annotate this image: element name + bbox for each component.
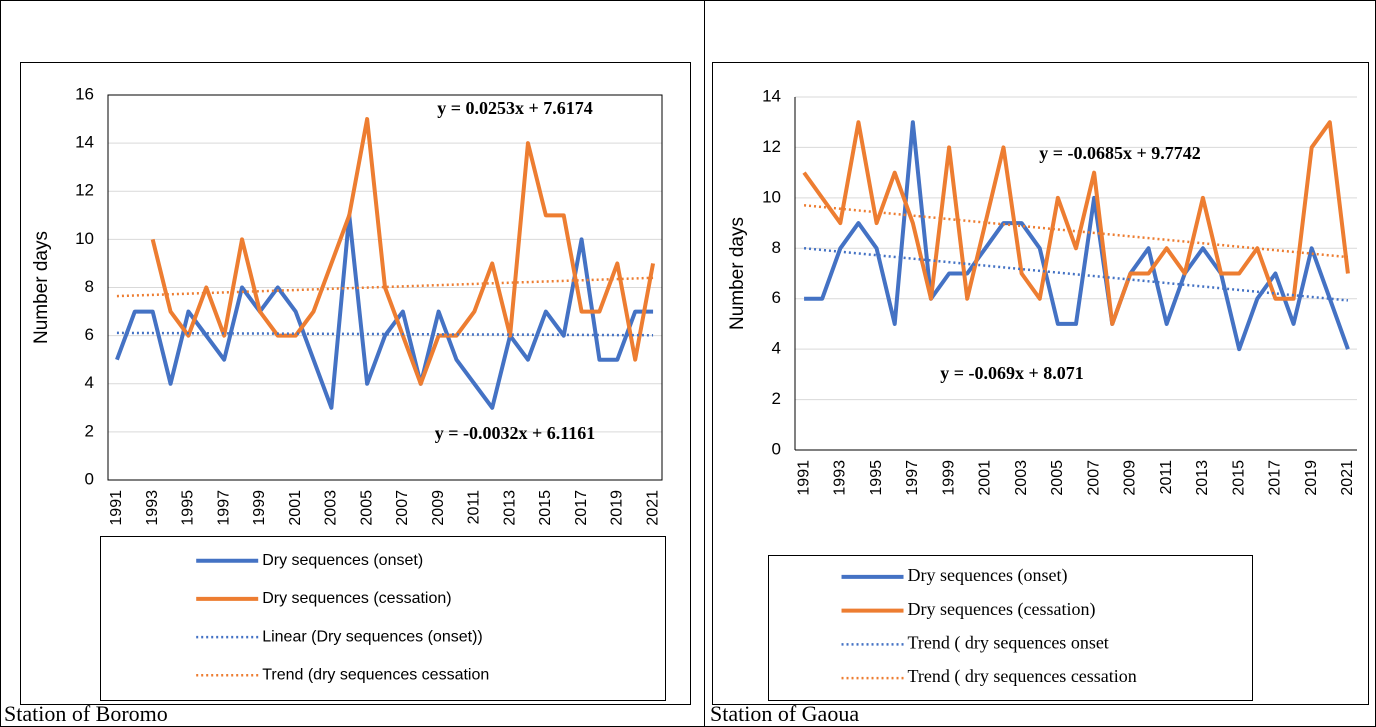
y-tick-label: 14 bbox=[762, 86, 781, 105]
x-tick-label: 2009 bbox=[430, 490, 447, 526]
x-tick-label: 2009 bbox=[1122, 460, 1139, 496]
caption: Station of Gaoua bbox=[710, 701, 859, 726]
legend-label: Dry sequences (onset) bbox=[908, 565, 1068, 586]
trend-equation: y = 0.0253x + 7.6174 bbox=[437, 98, 593, 118]
trend-line bbox=[803, 204, 1349, 259]
trend-line bbox=[803, 246, 1349, 302]
x-tick-label: 2015 bbox=[537, 490, 554, 526]
legend-label: Dry sequences (cessation) bbox=[908, 599, 1096, 620]
caption: Station of Boromo bbox=[4, 701, 168, 726]
legend-box bbox=[768, 555, 1253, 701]
legend-label: Linear (Dry sequences (onset)) bbox=[262, 628, 483, 645]
y-tick-label: 2 bbox=[85, 421, 94, 440]
y-axis-label: Number days bbox=[31, 231, 52, 344]
y-tick-label: 6 bbox=[772, 288, 781, 307]
x-tick-label: 1993 bbox=[144, 490, 161, 526]
trend-equation: y = -0.0032x + 6.1161 bbox=[435, 423, 596, 443]
x-tick-label: 2019 bbox=[609, 490, 626, 526]
y-tick-label: 12 bbox=[75, 181, 94, 200]
x-tick-label: 2015 bbox=[1230, 460, 1247, 496]
y-tick-label: 10 bbox=[75, 229, 94, 248]
y-tick-label: 14 bbox=[75, 133, 94, 152]
legend-label: Trend ( dry sequences cessation bbox=[908, 666, 1137, 687]
data-line bbox=[804, 120, 1350, 352]
y-tick-label: 0 bbox=[772, 439, 781, 458]
x-tick-label: 1993 bbox=[832, 460, 849, 496]
x-tick-label: 1997 bbox=[904, 460, 921, 496]
x-tick-label: 1991 bbox=[795, 460, 812, 496]
y-tick-label: 2 bbox=[772, 389, 781, 408]
y-axis-label: Number days bbox=[727, 217, 748, 330]
x-tick-label: 2007 bbox=[394, 490, 411, 526]
x-tick-label: 2001 bbox=[977, 460, 994, 496]
x-tick-label: 2017 bbox=[1267, 460, 1284, 496]
x-tick-label: 1991 bbox=[108, 490, 125, 526]
x-tick-label: 1997 bbox=[215, 490, 232, 526]
x-tick-label: 2011 bbox=[1158, 460, 1175, 495]
trend-equation: y = -0.069x + 8.071 bbox=[940, 363, 1084, 383]
x-tick-label: 2005 bbox=[1049, 460, 1066, 496]
x-tick-label: 2001 bbox=[287, 490, 304, 526]
x-tick-label: 2021 bbox=[1339, 460, 1356, 496]
chart-frame bbox=[712, 62, 1369, 705]
x-tick-label: 2011 bbox=[466, 490, 483, 525]
x-tick-label: 2021 bbox=[644, 490, 661, 526]
y-tick-label: 6 bbox=[85, 325, 94, 344]
chart-frame bbox=[20, 62, 691, 705]
legend-label: Trend (dry sequences cessation bbox=[262, 666, 489, 683]
x-tick-label: 2017 bbox=[573, 490, 590, 526]
y-tick-label: 12 bbox=[762, 137, 781, 156]
legend-label: Dry sequences (onset) bbox=[262, 552, 423, 569]
x-tick-label: 1995 bbox=[868, 460, 885, 496]
x-tick-label: 2007 bbox=[1085, 460, 1102, 496]
x-tick-label: 2003 bbox=[323, 490, 340, 526]
y-tick-label: 10 bbox=[762, 187, 781, 206]
y-tick-label: 8 bbox=[85, 277, 94, 296]
y-tick-label: 0 bbox=[85, 469, 94, 488]
y-tick-label: 8 bbox=[772, 238, 781, 257]
legend-label: Trend ( dry sequences onset bbox=[908, 632, 1109, 653]
legend-box bbox=[100, 536, 666, 701]
y-tick-label: 16 bbox=[75, 84, 94, 103]
x-tick-label: 2005 bbox=[358, 490, 375, 526]
trend-equation: y = -0.0685x + 9.7742 bbox=[1039, 143, 1201, 163]
y-tick-label: 4 bbox=[772, 339, 781, 358]
data-line bbox=[150, 117, 656, 386]
x-tick-label: 1999 bbox=[251, 490, 268, 526]
trend-line bbox=[116, 331, 654, 337]
x-tick-label: 1999 bbox=[940, 460, 957, 496]
x-tick-label: 2013 bbox=[1194, 460, 1211, 496]
y-tick-label: 4 bbox=[85, 373, 94, 392]
legend-label: Dry sequences (cessation) bbox=[262, 590, 451, 607]
x-tick-label: 2013 bbox=[501, 490, 518, 526]
x-tick-label: 2003 bbox=[1013, 460, 1030, 496]
x-tick-label: 1995 bbox=[180, 490, 197, 526]
x-tick-label: 2019 bbox=[1303, 460, 1320, 496]
